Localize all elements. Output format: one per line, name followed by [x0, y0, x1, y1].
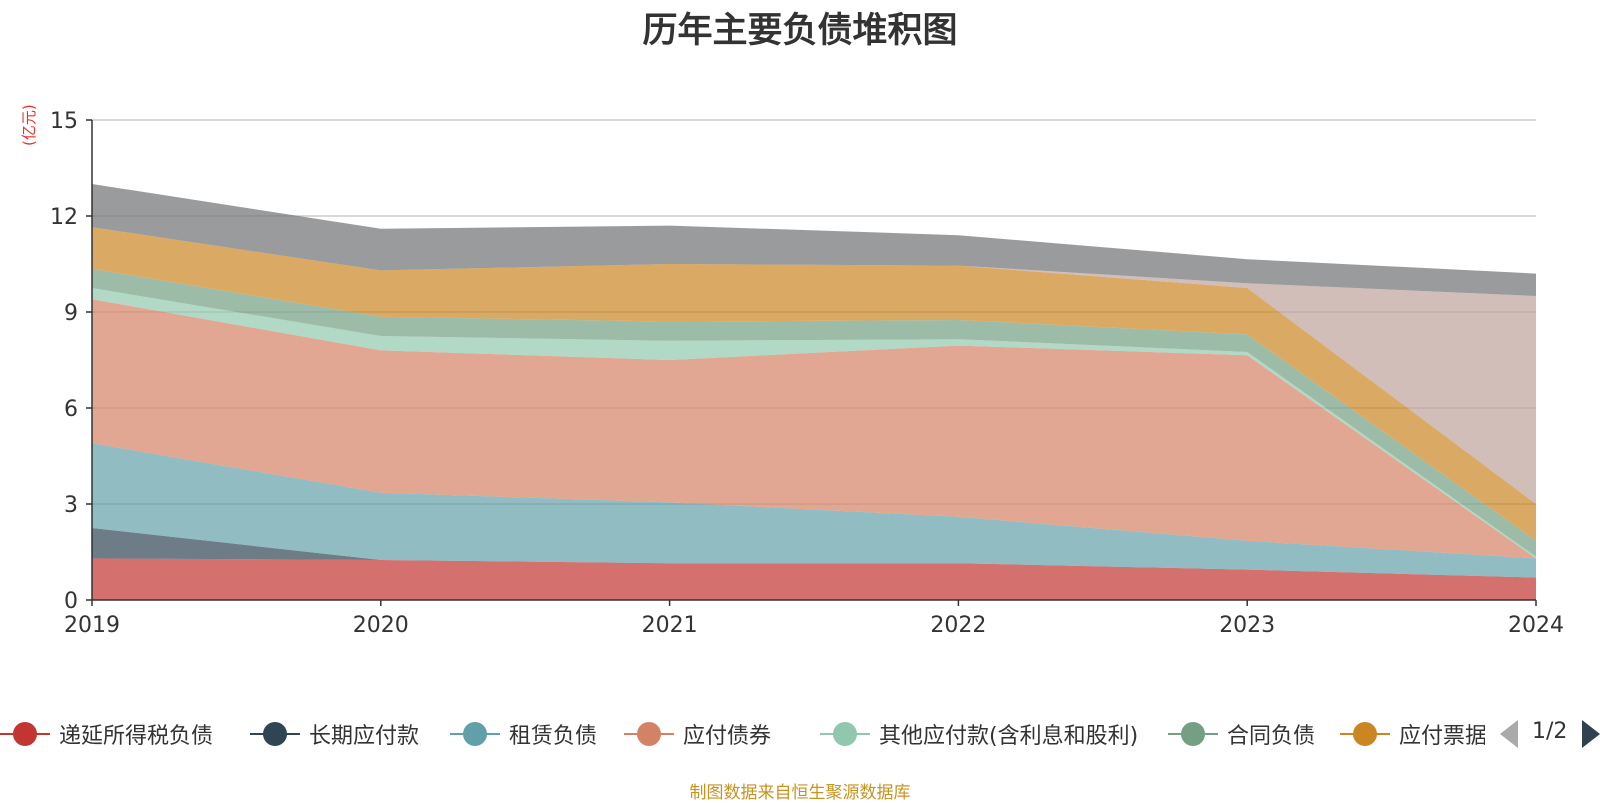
- legend-label: 其他应付款(含利息和股利): [879, 724, 1139, 749]
- y-tick-label: 15: [50, 109, 78, 134]
- x-tick-label: 2020: [353, 613, 409, 638]
- legend-marker-icon: [1340, 721, 1390, 747]
- legend-marker-icon: [624, 721, 674, 747]
- legend-label: 租赁负债: [509, 724, 598, 749]
- legend-marker-icon: [250, 721, 300, 747]
- axes: 0 3 6 9 12 15 2019 2020 2021 2022 2023 2024: [50, 109, 1564, 638]
- x-tick-label: 2019: [64, 613, 120, 638]
- area-series-5: [92, 268, 1536, 557]
- legend-label: 递延所得税负债: [59, 724, 214, 749]
- area-series-2: [92, 443, 1536, 578]
- legend-item[interactable]: 应付债券: [624, 716, 771, 752]
- area-series-4: [92, 288, 1536, 559]
- legend-item[interactable]: 其他应付款(含利息和股利): [820, 716, 1138, 752]
- y-tick-label: 6: [64, 397, 78, 422]
- pager-prev-arrow-icon[interactable]: [1500, 720, 1518, 748]
- legend-item[interactable]: 长期应付款: [250, 716, 419, 752]
- stacked-area-chart: 0 3 6 9 12 15 2019 2020 2021 2022 2023 2024: [50, 109, 1564, 638]
- area-series-0: [92, 558, 1536, 600]
- x-tick-label: 2024: [1508, 613, 1564, 638]
- y-tick-label: 12: [50, 205, 78, 230]
- legend-pager: 1/2: [1500, 716, 1600, 752]
- chart-title: 历年主要负债堆积图: [642, 11, 958, 51]
- y-tick-label: 9: [64, 301, 78, 326]
- legend-item[interactable]: 应付票据: [1340, 716, 1485, 752]
- y-tick-label: 0: [64, 589, 78, 614]
- legend-label: 应付债券: [683, 724, 772, 749]
- area-series-8: [92, 184, 1536, 296]
- pager-next-arrow-icon[interactable]: [1582, 720, 1600, 748]
- legend-marker-icon: [820, 721, 870, 747]
- legend-item[interactable]: 递延所得税负债: [0, 716, 213, 752]
- legend: 递延所得税负债 长期应付款 租赁负债 应付债券 其他应付款(含利息和股利) 合同负债 应付票…: [0, 716, 1485, 752]
- area-series-6: [92, 227, 1536, 541]
- legend-item[interactable]: 合同负债: [1168, 716, 1315, 752]
- legend-marker-icon: [0, 721, 50, 747]
- legend-item[interactable]: 租赁负债: [450, 716, 597, 752]
- legend-marker-icon: [1168, 721, 1218, 747]
- x-tick-label: 2022: [930, 613, 986, 638]
- area-series-layer: [92, 184, 1536, 600]
- pager-page-indicator: 1/2: [1532, 719, 1568, 744]
- data-source-note: 制图数据来自恒生聚源数据库: [689, 783, 911, 803]
- x-tick-label: 2023: [1219, 613, 1275, 638]
- legend-label: 长期应付款: [309, 724, 420, 749]
- y-tick-label: 3: [64, 493, 78, 518]
- legend-label: 应付票据: [1399, 724, 1485, 749]
- area-series-3: [92, 299, 1536, 559]
- legend-marker-icon: [450, 721, 500, 747]
- x-tick-label: 2021: [642, 613, 698, 638]
- legend-label: 合同负债: [1227, 724, 1316, 749]
